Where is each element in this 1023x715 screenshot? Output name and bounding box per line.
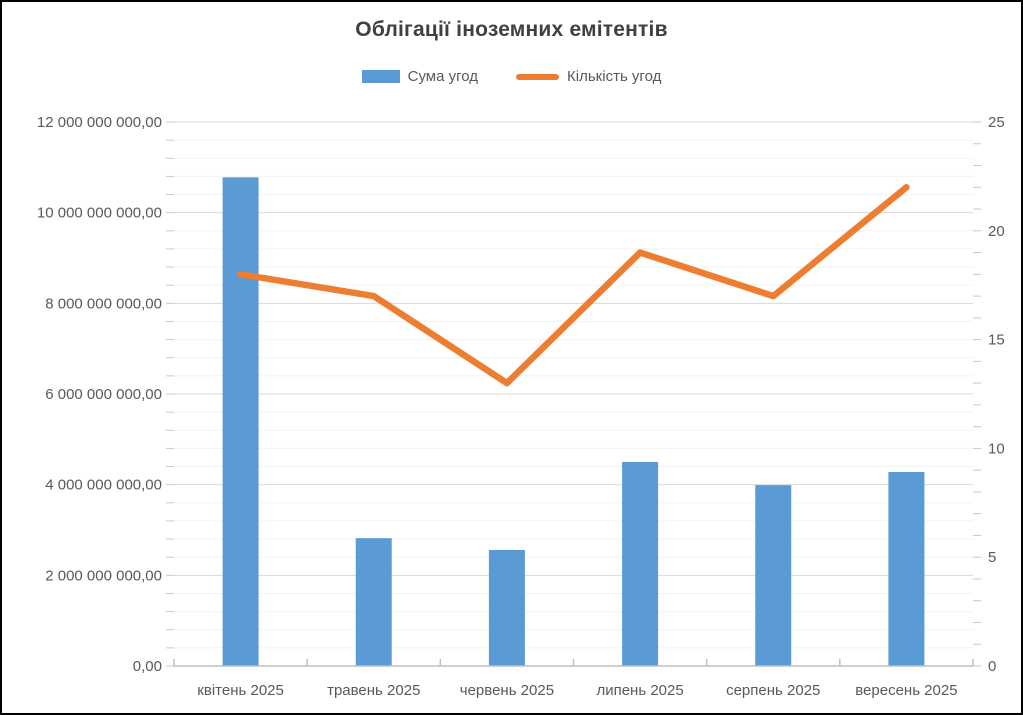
y-axis-label-right: 5 bbox=[988, 549, 996, 566]
bar-series bbox=[222, 177, 925, 666]
y-axis-label-right: 10 bbox=[988, 440, 1005, 457]
bar-травень 2025 bbox=[355, 538, 392, 666]
x-axis-label: вересень 2025 bbox=[855, 682, 957, 699]
y-axis-label-left: 2 000 000 000,00 bbox=[45, 567, 162, 584]
line-series bbox=[237, 184, 910, 387]
x-axis-label: серпень 2025 bbox=[726, 682, 820, 699]
x-axis-label: липень 2025 bbox=[596, 682, 683, 699]
y-axis-label-left: 0,00 bbox=[133, 658, 162, 675]
major-gridlines bbox=[174, 121, 973, 576]
line-series-path bbox=[237, 184, 910, 387]
legend-swatch-count-icon bbox=[516, 73, 560, 80]
legend-swatch-sum-icon bbox=[361, 70, 400, 83]
y-axis-label-right: 15 bbox=[988, 332, 1005, 349]
x-axis-line bbox=[173, 659, 974, 667]
y-axis-label-right: 25 bbox=[988, 114, 1005, 131]
x-axis-label: травень 2025 bbox=[327, 682, 420, 699]
bar-вересень 2025 bbox=[888, 471, 925, 666]
y-axis-label-left: 8 000 000 000,00 bbox=[45, 295, 162, 312]
legend-entry-count[interactable]: Кількість угод bbox=[516, 68, 661, 85]
legend-entry-sum[interactable]: Сума угод bbox=[361, 68, 479, 85]
bar-квітень 2025 bbox=[222, 177, 259, 666]
bar-червень 2025 bbox=[488, 549, 525, 666]
bar-липень 2025 bbox=[622, 462, 659, 666]
y-axis-label-left: 6 000 000 000,00 bbox=[45, 386, 162, 403]
x-axis-label: червень 2025 bbox=[460, 682, 554, 699]
legend-label-count: Кількість угод bbox=[567, 68, 662, 85]
axis-labels: 0,00 2 000 000 000,00 4 000 000 000,00 6 00… bbox=[37, 114, 1005, 699]
bar-серпень 2025 bbox=[755, 485, 792, 666]
chart-title: Облігації іноземних емітентів bbox=[355, 18, 668, 41]
y-axis-label-left: 4 000 000 000,00 bbox=[45, 477, 162, 494]
legend: Сума угод Кількість угод bbox=[2, 68, 1021, 85]
minor-gridlines bbox=[174, 139, 973, 649]
y-axis-label-left: 12 000 000 000,00 bbox=[37, 114, 162, 131]
legend-label-sum: Сума угод bbox=[407, 68, 479, 85]
axis-tick-marks bbox=[166, 121, 981, 667]
y-axis-label-right: 0 bbox=[988, 658, 996, 675]
y-axis-label-left: 10 000 000 000,00 bbox=[37, 205, 162, 222]
y-axis-label-right: 20 bbox=[988, 223, 1005, 240]
x-axis-label: квітень 2025 bbox=[197, 682, 284, 699]
